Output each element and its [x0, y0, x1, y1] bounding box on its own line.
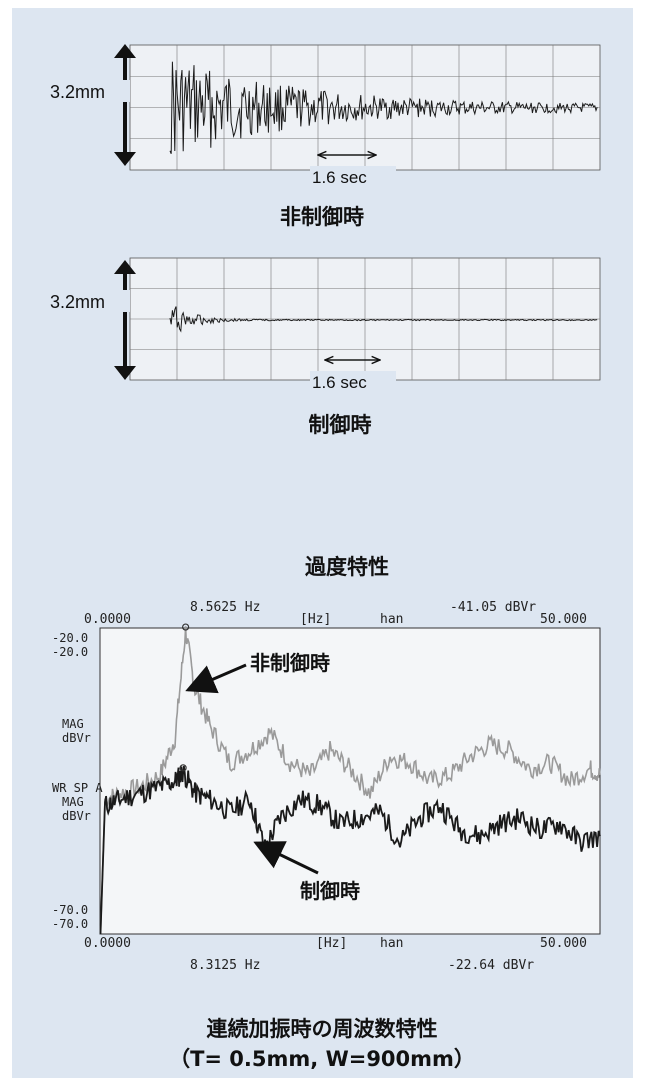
time-plot-controlled: 3.2mm 1.6 sec 制御時 [48, 258, 600, 437]
spectrum-plot: 0.0000 8.5625 Hz [Hz] han -41.05 dBVr 50… [52, 600, 600, 973]
footer-x-end: 50.000 [540, 936, 587, 951]
time-plot-uncontrolled: 3.2mm 1.6 sec 非制御時 [48, 44, 600, 229]
section-title-transient: 過度特性 [305, 555, 389, 579]
footer-marker-level: -22.64 dBVr [448, 958, 534, 973]
caption-line-1: 連続加振時の周波数特性 [207, 1017, 438, 1041]
y-mag-label-1: MAG [62, 717, 84, 731]
y-wr-label: WR SP A [52, 781, 103, 795]
amplitude-label-1: 3.2mm [50, 82, 105, 102]
header-marker-level: -41.05 dBVr [450, 600, 536, 615]
header-marker-freq: 8.5625 Hz [190, 600, 260, 615]
header-x-start: 0.0000 [84, 612, 131, 627]
caption-line-2: （T= 0.5mm, W=900mm） [169, 1047, 475, 1071]
footer-marker-freq: 8.3125 Hz [190, 958, 260, 973]
annotation-uncontrolled: 非制御時 [250, 651, 330, 675]
title-uncontrolled: 非制御時 [280, 205, 364, 229]
y-bottom-label-1: -70.0 [52, 903, 88, 917]
y-top-label-1: -20.0 [52, 631, 88, 645]
time-scale-label-1: 1.6 sec [312, 168, 367, 187]
header-unit: [Hz] [300, 612, 331, 627]
y-top-label-2: -20.0 [52, 645, 88, 659]
amplitude-label-2: 3.2mm [50, 292, 105, 312]
header-x-end: 50.000 [540, 612, 587, 627]
header-window: han [380, 612, 403, 627]
y-mag-label-2: MAG [62, 795, 84, 809]
time-scale-label-2: 1.6 sec [312, 373, 367, 392]
y-bottom-label-2: -70.0 [52, 917, 88, 931]
footer-window: han [380, 936, 403, 951]
y-unit-label-2: dBVr [62, 809, 91, 823]
footer-unit: [Hz] [316, 936, 347, 951]
y-unit-label-1: dBVr [62, 731, 91, 745]
footer-x-start: 0.0000 [84, 936, 131, 951]
annotation-controlled: 制御時 [300, 879, 360, 903]
title-controlled: 制御時 [309, 413, 372, 437]
